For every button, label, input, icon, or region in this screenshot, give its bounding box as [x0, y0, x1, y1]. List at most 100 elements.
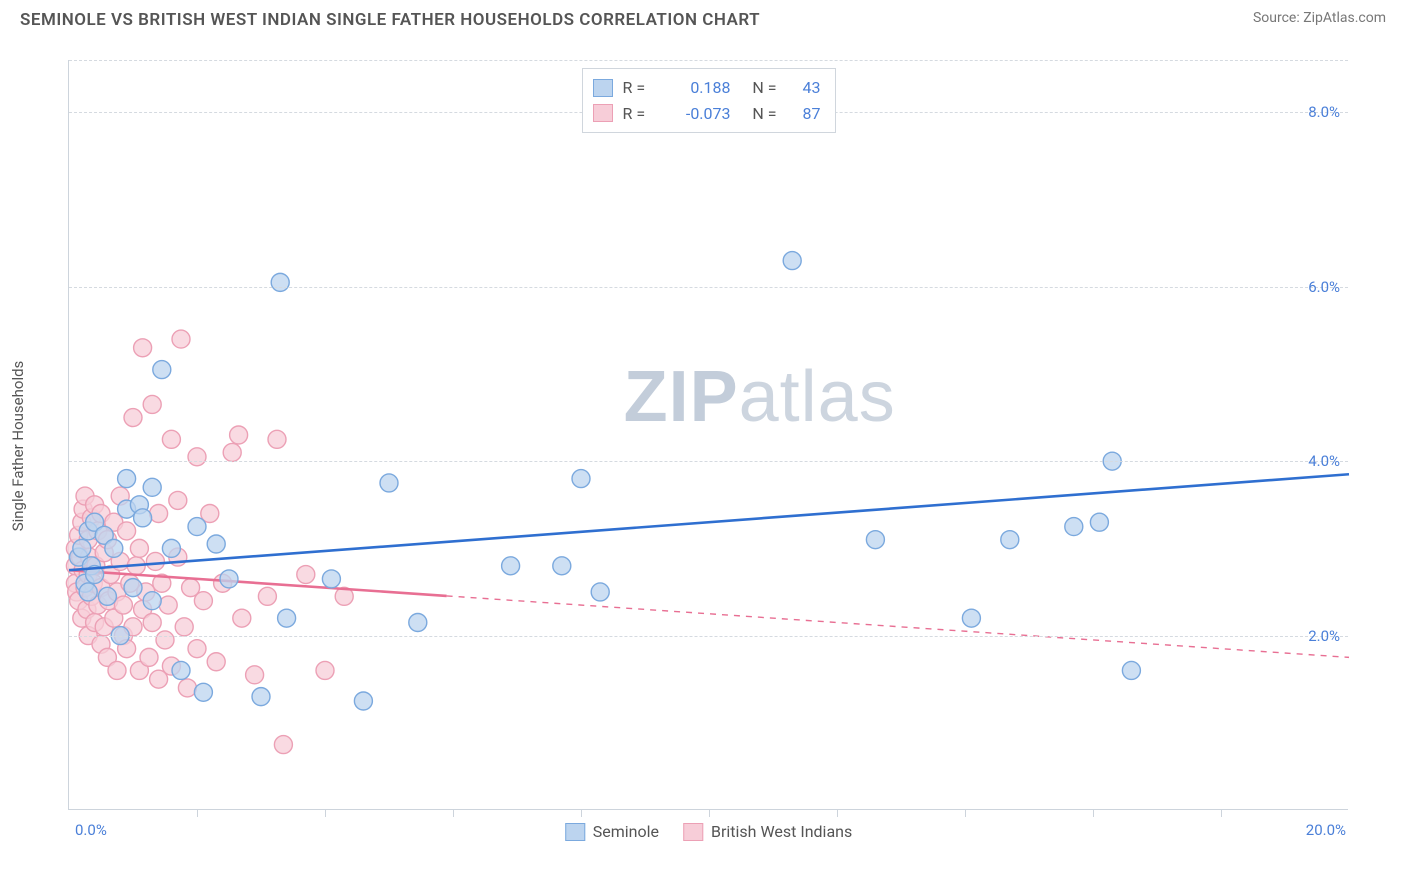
x-tick [197, 809, 198, 817]
scatter-point [73, 539, 91, 557]
scatter-point [380, 474, 398, 492]
y-tick-label: 4.0% [1308, 452, 1340, 470]
scatter-point [591, 583, 609, 601]
page-title: SEMINOLE VS BRITISH WEST INDIAN SINGLE F… [20, 10, 760, 30]
scatter-point [233, 609, 251, 627]
y-tick-label: 6.0% [1308, 278, 1340, 296]
scatter-point [140, 648, 158, 666]
legend-label-seminole: Seminole [593, 822, 659, 841]
x-tick [1093, 809, 1094, 817]
y-tick-label: 2.0% [1308, 627, 1340, 645]
scatter-point [246, 666, 264, 684]
source-credit: Source: ZipAtlas.com [1253, 10, 1386, 26]
scatter-point [169, 491, 187, 509]
x-last-label: 20.0% [1306, 821, 1346, 839]
x-tick [709, 809, 710, 817]
scatter-point [268, 430, 286, 448]
scatter-point [162, 539, 180, 557]
scatter-point [207, 535, 225, 553]
scatter-point [118, 522, 136, 540]
scatter-point [274, 736, 292, 754]
scatter-point [114, 596, 132, 614]
scatter-point [178, 679, 196, 697]
scatter-point [162, 430, 180, 448]
scatter-point [1122, 661, 1140, 679]
scatter-point [502, 557, 520, 575]
scatter-point [271, 273, 289, 291]
scatter-point [220, 570, 238, 588]
trend-line-dashed [447, 596, 1349, 657]
gridline-h [69, 461, 1348, 462]
scatter-point [188, 640, 206, 658]
scatter-point [1001, 531, 1019, 549]
scatter-point [207, 653, 225, 671]
scatter-point [783, 252, 801, 270]
scatter-point [134, 509, 152, 527]
r-value-a: 0.188 [661, 75, 731, 101]
n-label-a: N = [741, 75, 777, 101]
legend-item-seminole: Seminole [565, 822, 659, 841]
series-legend: Seminole British West Indians [565, 822, 853, 841]
n-label-b: N = [741, 101, 777, 127]
scatter-point [194, 592, 212, 610]
n-value-a: 43 [787, 75, 821, 101]
swatch-bwi-icon [683, 823, 703, 841]
scatter-point [130, 539, 148, 557]
legend-label-bwi: British West Indians [711, 822, 852, 841]
plot-area: ZIPatlas R = 0.188 N = 43 R = -0.073 N =… [68, 60, 1348, 810]
source-name: ZipAtlas.com [1303, 10, 1386, 26]
scatter-point [230, 426, 248, 444]
r-label-b: R = [623, 101, 651, 127]
scatter-point [1065, 518, 1083, 536]
r-value-b: -0.073 [661, 101, 731, 127]
scatter-point [553, 557, 571, 575]
scatter-point [354, 692, 372, 710]
trend-line [69, 474, 1349, 570]
scatter-svg [69, 60, 1348, 809]
scatter-point [175, 618, 193, 636]
source-prefix: Source: [1253, 10, 1303, 26]
scatter-point [143, 478, 161, 496]
x-first-label: 0.0% [75, 821, 107, 839]
scatter-point [278, 609, 296, 627]
swatch-seminole [593, 79, 613, 97]
legend-row-b: R = -0.073 N = 87 [593, 101, 821, 127]
scatter-point [124, 579, 142, 597]
scatter-point [322, 570, 340, 588]
gridline-h [69, 287, 1348, 288]
scatter-point [143, 592, 161, 610]
scatter-point [159, 596, 177, 614]
scatter-point [223, 443, 241, 461]
scatter-point [962, 609, 980, 627]
scatter-point [134, 339, 152, 357]
scatter-point [153, 361, 171, 379]
scatter-point [172, 661, 190, 679]
scatter-point [258, 587, 276, 605]
swatch-bwi [593, 104, 613, 122]
y-tick-label: 8.0% [1308, 103, 1340, 121]
scatter-point [252, 688, 270, 706]
n-value-b: 87 [787, 101, 821, 127]
swatch-seminole-icon [565, 823, 585, 841]
scatter-point [108, 661, 126, 679]
correlation-legend: R = 0.188 N = 43 R = -0.073 N = 87 [582, 68, 836, 133]
scatter-point [409, 614, 427, 632]
scatter-point [124, 409, 142, 427]
x-tick [1221, 809, 1222, 817]
scatter-point [79, 583, 97, 601]
scatter-point [143, 614, 161, 632]
gridline-h [69, 636, 1348, 637]
scatter-point [105, 539, 123, 557]
scatter-point [572, 470, 590, 488]
scatter-point [297, 566, 315, 584]
r-label-a: R = [623, 75, 651, 101]
y-axis-label: Single Father Households [9, 361, 27, 532]
scatter-point [150, 504, 168, 522]
legend-item-bwi: British West Indians [683, 822, 852, 841]
scatter-point [1090, 513, 1108, 531]
scatter-point [188, 518, 206, 536]
gridline-h [69, 60, 1348, 61]
scatter-point [146, 552, 164, 570]
scatter-point [98, 587, 116, 605]
scatter-point [143, 395, 161, 413]
